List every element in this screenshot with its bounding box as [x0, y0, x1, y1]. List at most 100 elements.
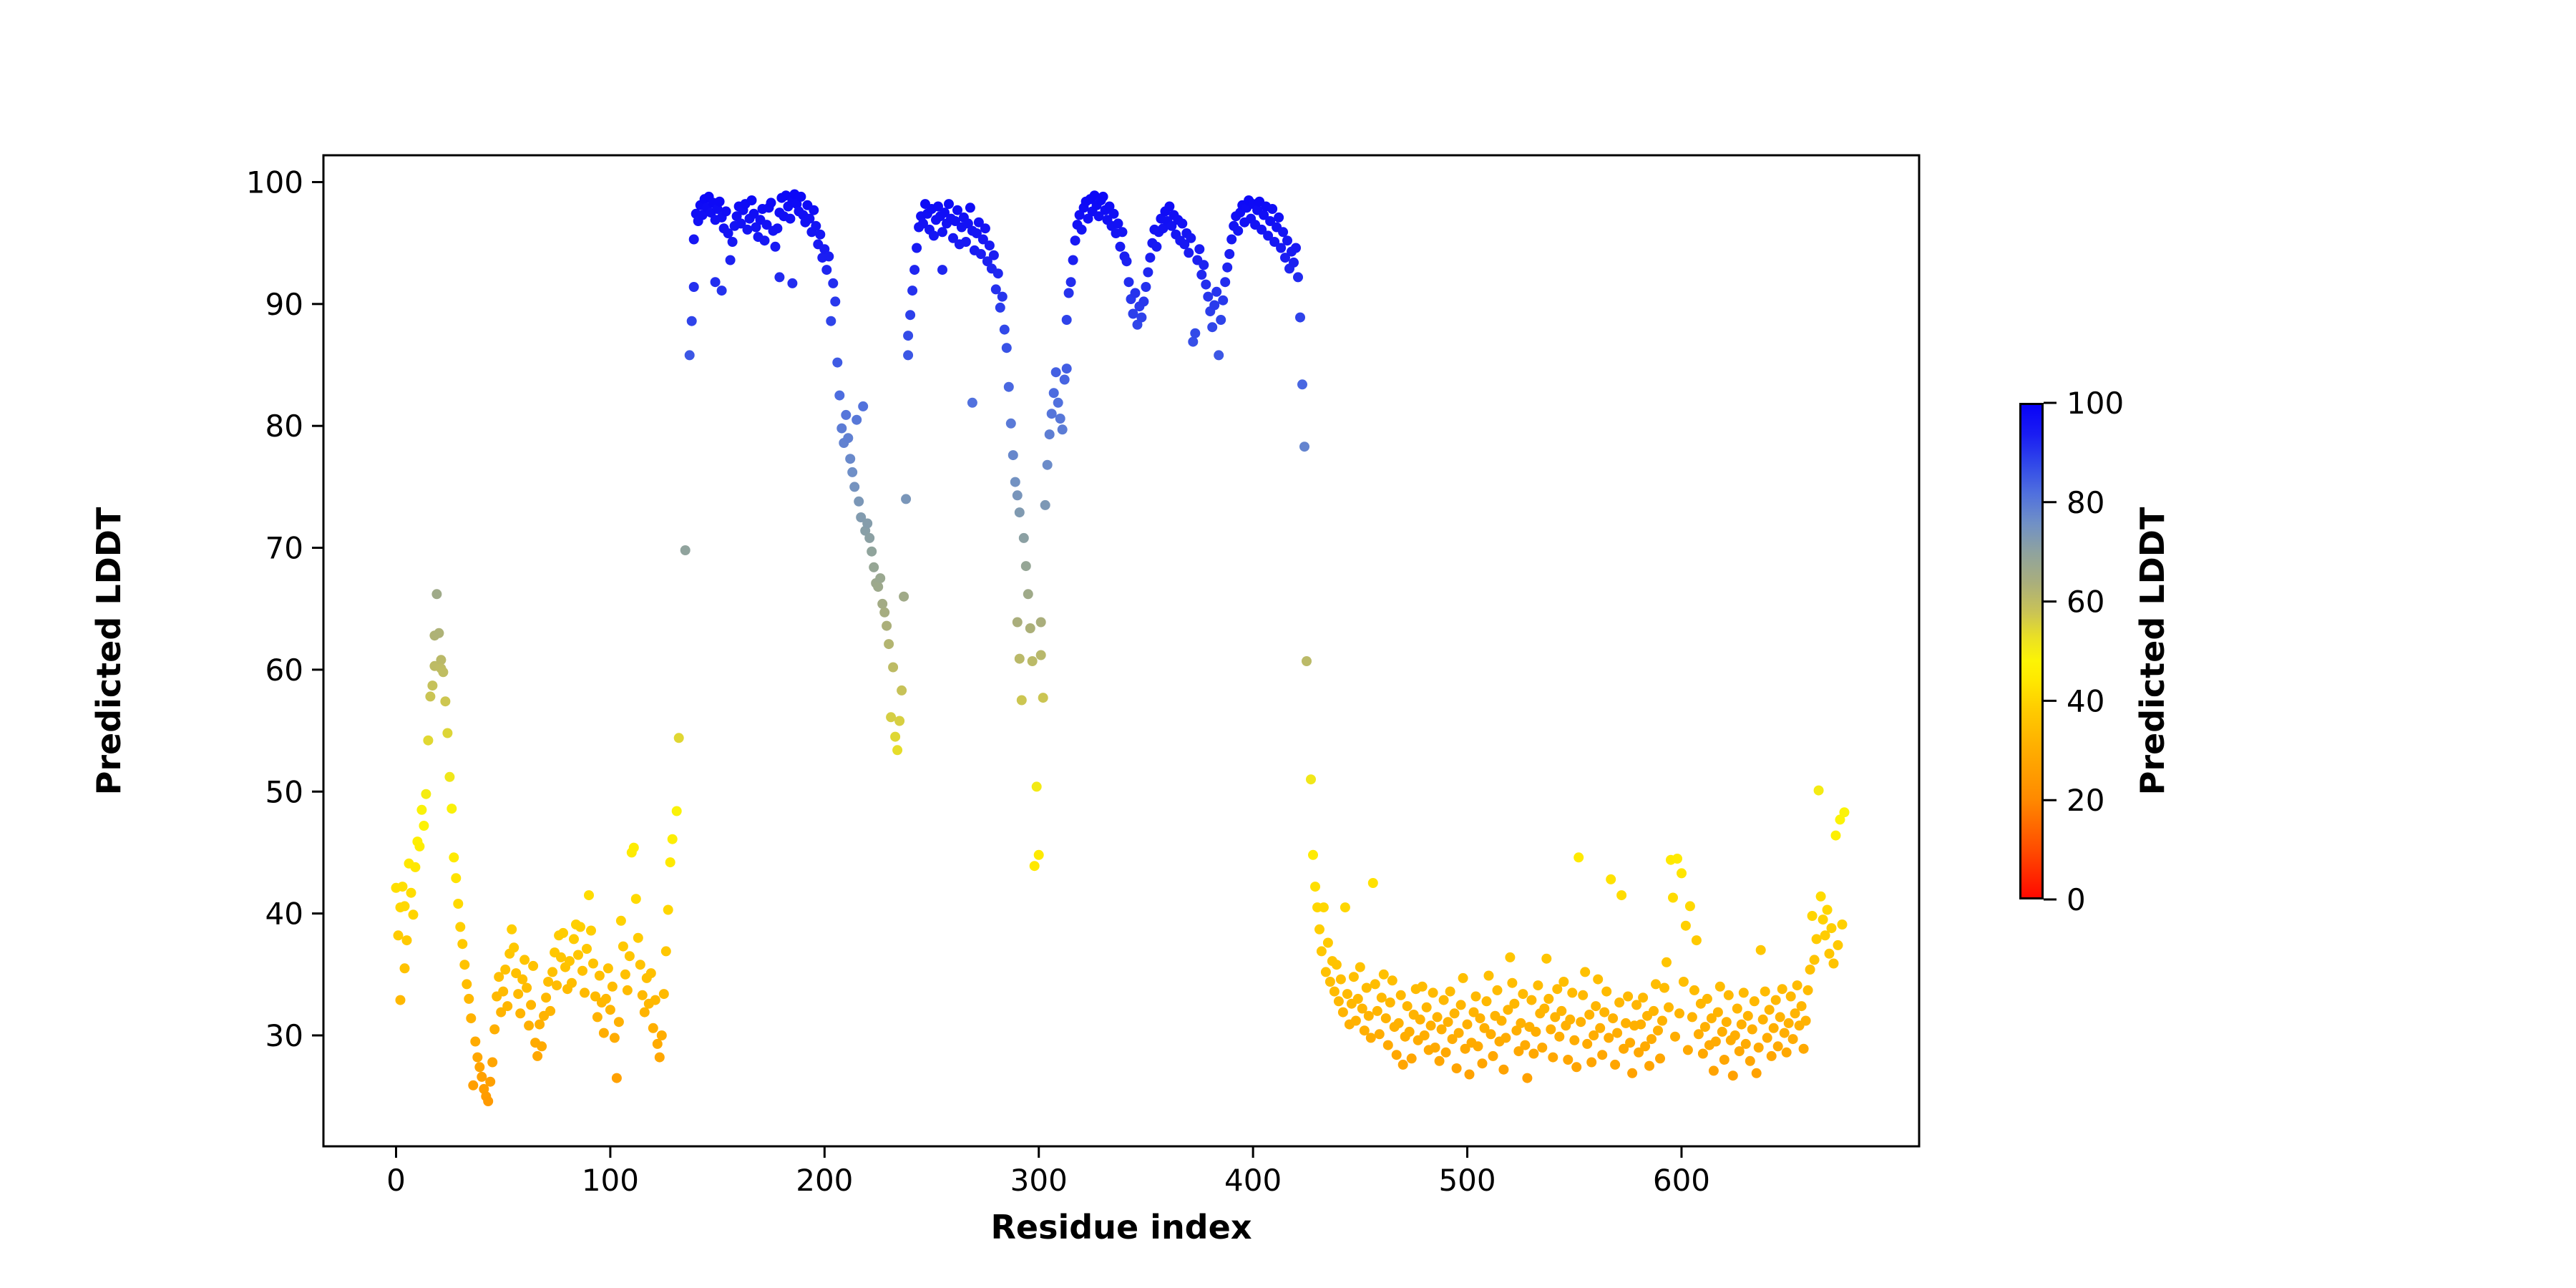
scatter-point — [888, 662, 899, 673]
scatter-point — [1329, 986, 1340, 997]
scatter-point — [727, 237, 738, 247]
scatter-point — [500, 965, 511, 975]
scatter-point — [639, 1007, 650, 1018]
scatter-point — [1636, 1019, 1646, 1030]
scatter-point — [656, 1030, 667, 1040]
scatter-point — [1768, 1023, 1779, 1033]
scatter-point — [1293, 272, 1303, 283]
scatter-point — [952, 205, 962, 215]
scatter-point — [854, 496, 864, 507]
scatter-point — [1453, 1028, 1464, 1038]
scatter-point — [1625, 1038, 1636, 1048]
scatter-point — [845, 454, 856, 464]
scatter-point — [1593, 974, 1604, 985]
scatter-point — [1668, 892, 1678, 903]
scatter-point — [580, 987, 590, 998]
scatter-point — [464, 993, 474, 1004]
scatter-point — [1065, 277, 1076, 288]
scatter-point — [1591, 1001, 1601, 1012]
scatter-point — [903, 331, 914, 341]
scatter-point — [1282, 235, 1292, 246]
scatter-point — [485, 1076, 496, 1087]
scatter-point — [1194, 244, 1205, 255]
scatter-point — [1166, 220, 1177, 231]
scatter-point — [667, 834, 678, 844]
scatter-point — [1378, 969, 1389, 980]
scatter-point — [1233, 225, 1244, 236]
scatter-point — [1751, 1068, 1762, 1078]
scatter-point — [1033, 849, 1044, 860]
scatter-point — [442, 728, 453, 738]
scatter-point — [1662, 957, 1672, 967]
scatter-point — [618, 941, 628, 952]
scatter-point — [524, 1020, 535, 1031]
scatter-point — [453, 899, 464, 909]
scatter-point — [1145, 253, 1156, 263]
scatter-point — [1257, 224, 1267, 235]
scatter-point — [1772, 1041, 1783, 1052]
scatter-point — [509, 942, 519, 953]
scatter-point — [459, 960, 470, 970]
scatter-point — [1014, 653, 1025, 664]
scatter-point — [1276, 243, 1287, 253]
scatter-point — [761, 220, 772, 230]
scatter-point — [759, 235, 770, 246]
scatter-point — [607, 981, 618, 992]
scatter-point — [472, 1052, 483, 1063]
colorbar — [2019, 403, 2044, 899]
scatter-point — [886, 712, 897, 723]
y-tick-label: 90 — [265, 287, 303, 322]
scatter-point — [1117, 227, 1128, 238]
scatter-point — [423, 735, 434, 746]
scatter-point — [447, 804, 457, 814]
scatter-point — [648, 1023, 658, 1033]
scatter-point — [1438, 995, 1449, 1005]
scatter-point — [999, 324, 1010, 335]
scatter-point — [751, 222, 761, 233]
scatter-point — [1826, 923, 1837, 934]
scatter-point — [1460, 1043, 1470, 1054]
scatter-point — [1498, 1064, 1509, 1075]
colorbar-tick-label: 100 — [2067, 386, 2124, 421]
scatter-point — [1565, 1014, 1576, 1025]
colorbar-tick-label: 0 — [2067, 882, 2086, 917]
scatter-point — [796, 191, 806, 202]
scatter-point — [990, 284, 1001, 295]
scatter-point — [665, 857, 675, 868]
scatter-point — [1554, 1031, 1565, 1042]
scatter-point — [824, 251, 834, 262]
scatter-point — [892, 745, 903, 756]
scatter-point — [766, 197, 776, 208]
scatter-point — [1370, 979, 1380, 990]
scatter-point — [1302, 656, 1312, 666]
scatter-point — [688, 234, 699, 245]
scatter-point — [1563, 1055, 1574, 1065]
x-tick-label: 600 — [1653, 1163, 1710, 1198]
scatter-point — [1216, 315, 1226, 325]
scatter-point — [1451, 1063, 1462, 1073]
scatter-point — [1263, 230, 1274, 241]
scatter-point — [1798, 1043, 1809, 1054]
scatter-point — [1556, 1005, 1567, 1016]
scatter-point — [1425, 1020, 1436, 1031]
scatter-point — [1734, 1046, 1745, 1057]
scatter-point — [1046, 409, 1057, 419]
scatter-point — [1123, 277, 1134, 288]
scatter-point — [1574, 852, 1584, 863]
scatter-point — [1657, 1015, 1667, 1026]
scatter-point — [1428, 987, 1438, 998]
scatter-point — [1355, 962, 1365, 972]
scatter-point — [1038, 693, 1048, 703]
scatter-point — [1218, 295, 1229, 306]
scatter-point — [1048, 388, 1059, 399]
scatter-point — [1516, 1018, 1526, 1028]
scatter-point — [567, 977, 577, 988]
scatter-point — [811, 220, 821, 231]
scatter-point — [929, 230, 939, 241]
scatter-point — [731, 211, 742, 222]
scatter-point — [1443, 1017, 1453, 1028]
scatter-point — [680, 545, 691, 555]
scatter-point — [1757, 1014, 1768, 1025]
scatter-point — [477, 1071, 487, 1082]
scatter-point — [1179, 239, 1190, 250]
